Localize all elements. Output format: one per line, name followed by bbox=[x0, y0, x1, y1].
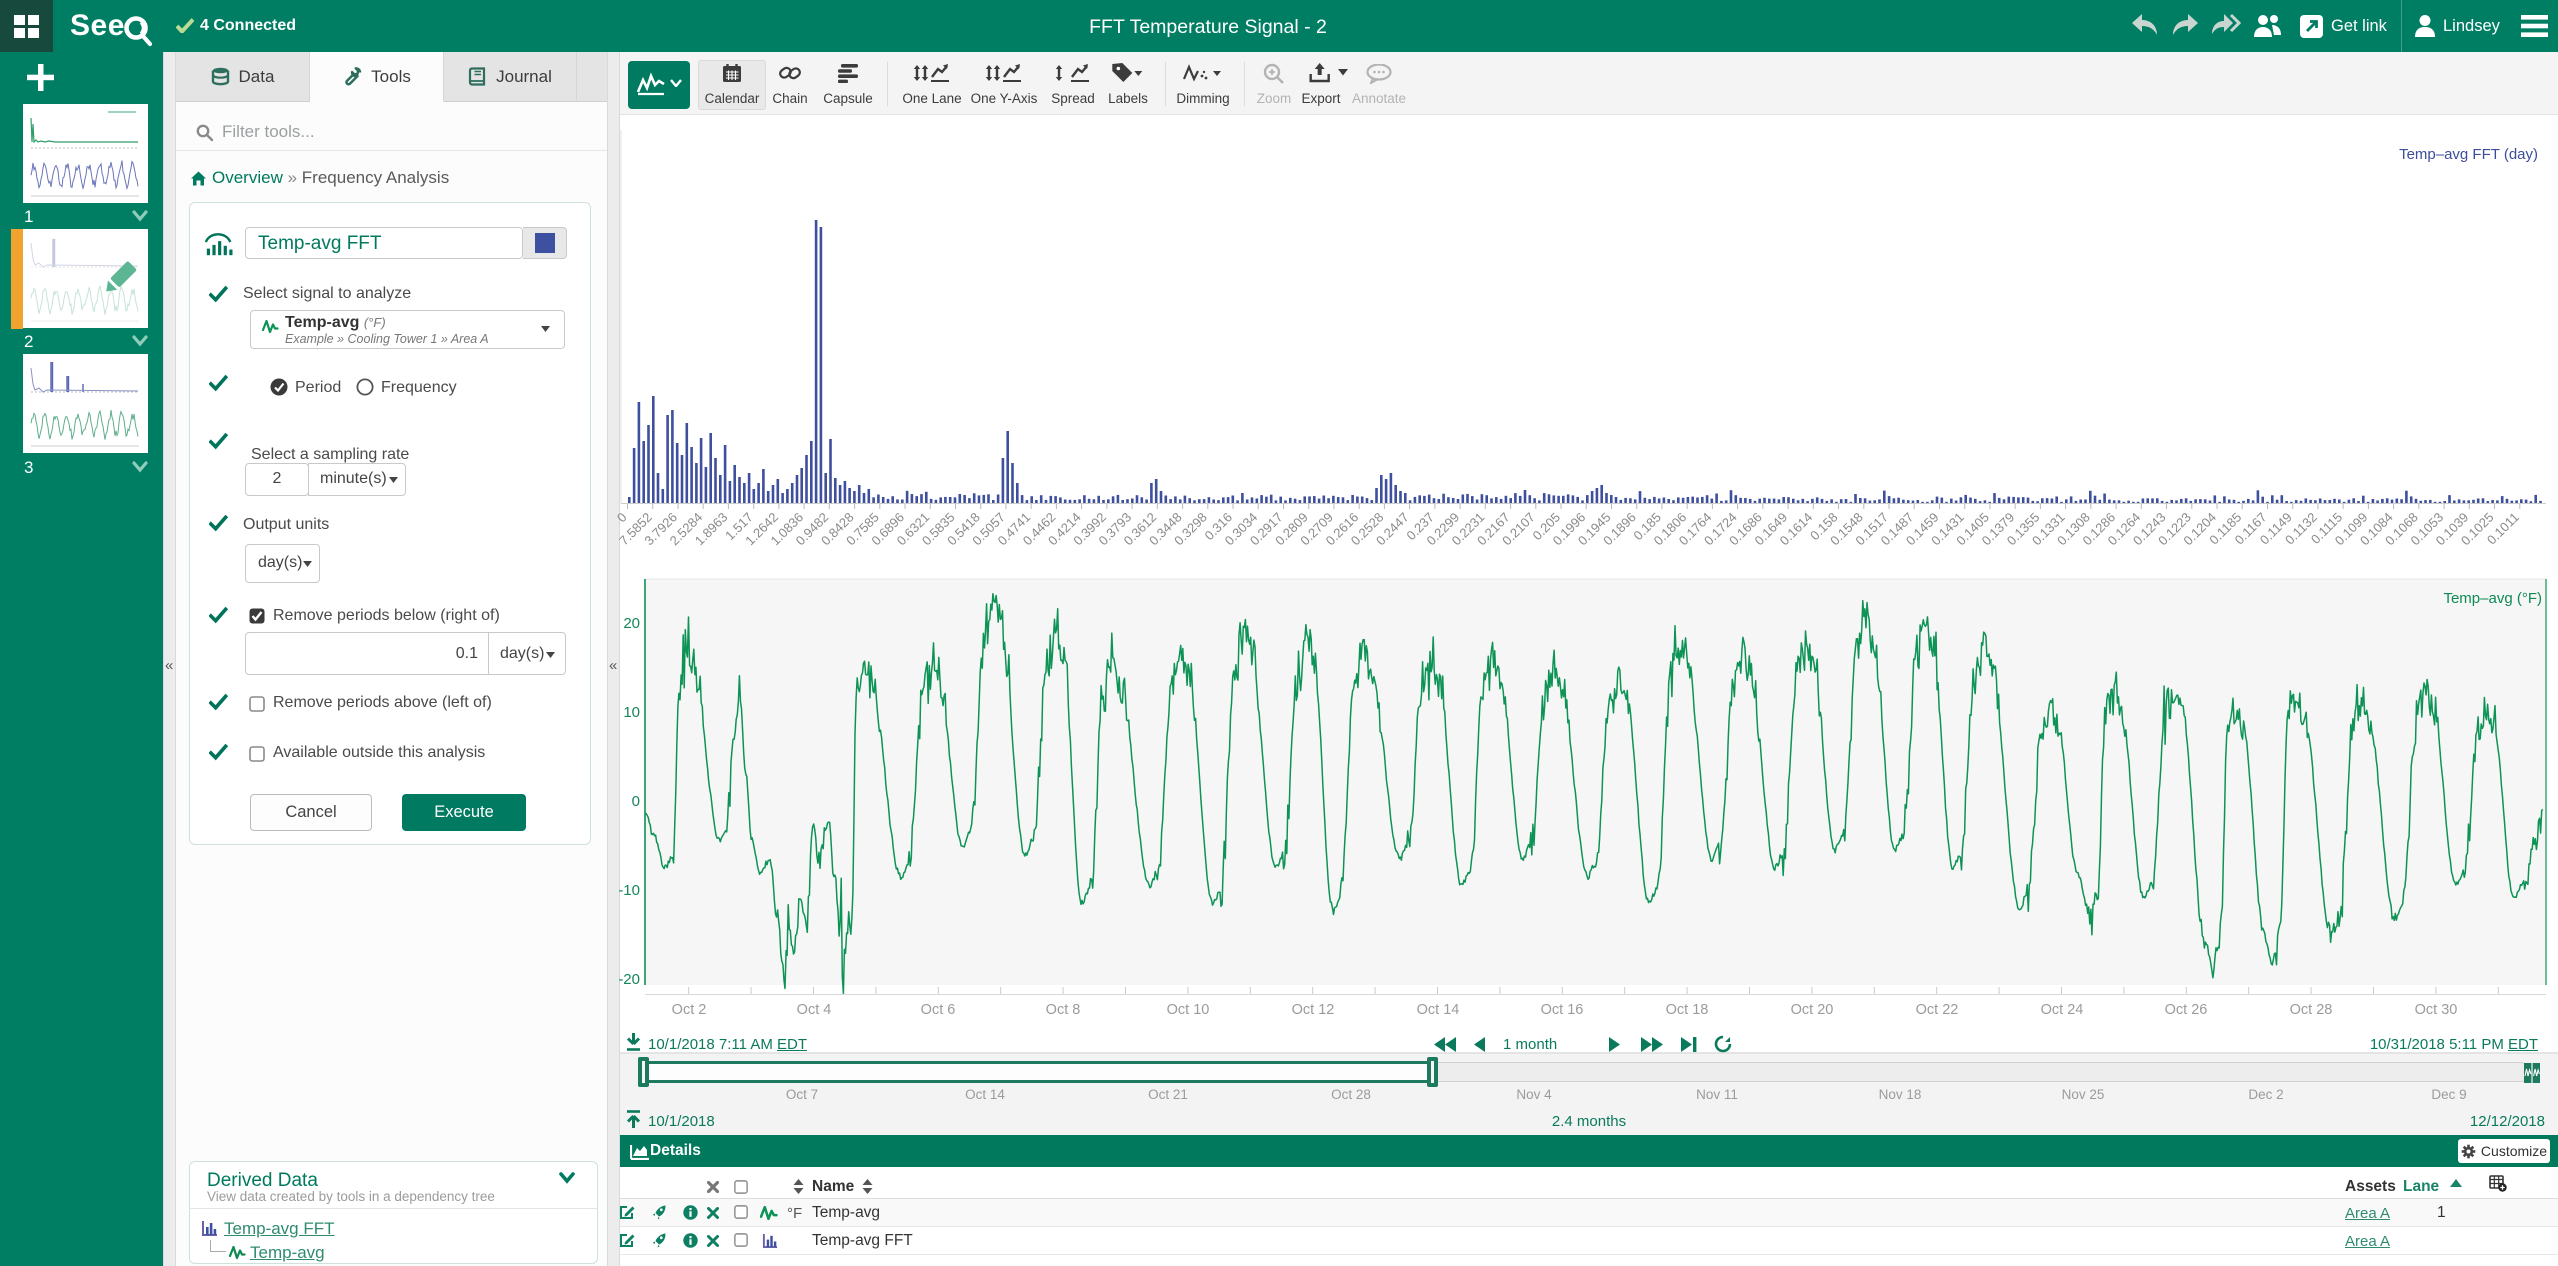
svg-text:10: 10 bbox=[623, 704, 640, 721]
svg-text:Temp–avg (°F): Temp–avg (°F) bbox=[2443, 590, 2542, 607]
svg-text:-10: -10 bbox=[618, 882, 640, 899]
svg-text:-20: -20 bbox=[618, 971, 640, 988]
svg-text:20: 20 bbox=[623, 615, 640, 632]
svg-text:0: 0 bbox=[614, 510, 630, 526]
svg-text:0: 0 bbox=[632, 793, 640, 810]
